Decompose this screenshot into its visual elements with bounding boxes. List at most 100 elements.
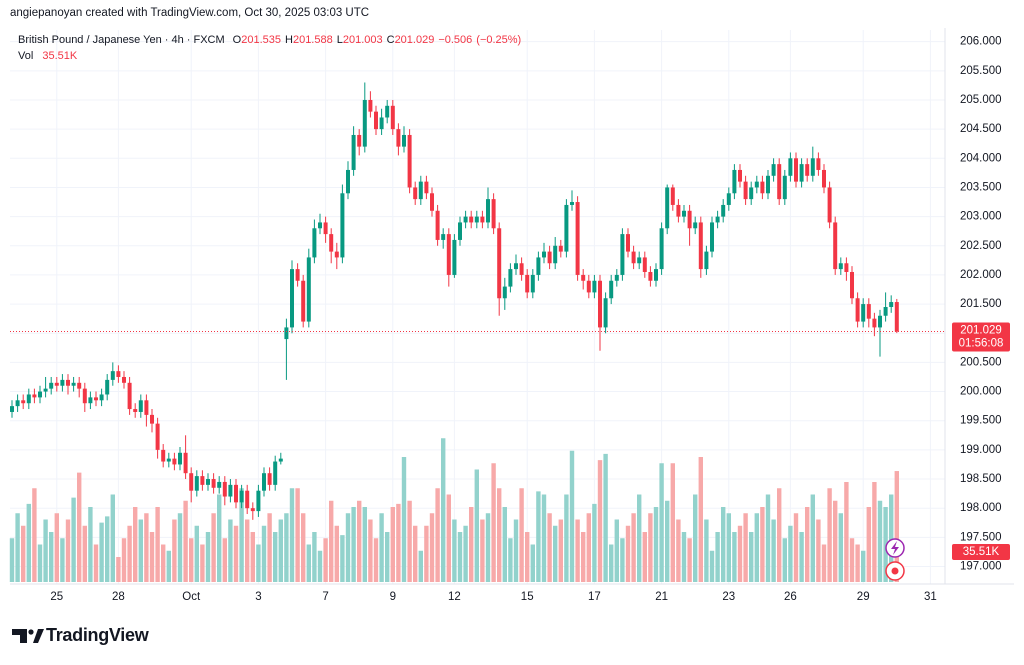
candle-body (60, 379, 65, 386)
candle-body (301, 280, 306, 322)
volume-bar (497, 488, 502, 582)
candle-body (116, 371, 121, 377)
volume-bar (474, 469, 479, 582)
candle-body (206, 479, 210, 485)
volume-bar (586, 513, 591, 582)
volume-bar (267, 513, 272, 582)
legend-low-label: L (336, 34, 343, 46)
volume-bar (558, 519, 563, 582)
candle-body (424, 181, 429, 194)
volume-bar (217, 494, 222, 582)
volume-bar (513, 519, 519, 582)
volume-bar (838, 513, 843, 582)
candle-body (861, 304, 866, 322)
candle-body (732, 169, 737, 194)
candle-body (94, 397, 98, 401)
candle-body (71, 382, 76, 386)
x-tick-label: 23 (722, 591, 735, 603)
candle-body (799, 164, 804, 182)
volume-bar (541, 494, 547, 582)
candle-body (833, 222, 838, 270)
candle-body (82, 388, 87, 404)
volume-bar (110, 494, 115, 582)
y-tick-label: 197.500 (960, 531, 1002, 543)
candle-body (536, 257, 541, 275)
candle-body (26, 394, 31, 404)
volume-bar (441, 438, 446, 582)
volume-bar (239, 488, 244, 582)
volume-bar (435, 488, 440, 582)
volume-bar (877, 500, 883, 582)
candle-body (878, 315, 882, 328)
candle-body (463, 216, 468, 223)
candle-body (402, 134, 406, 147)
candle-body (827, 187, 832, 223)
candle-body (710, 222, 714, 252)
candle-body (474, 216, 479, 223)
x-tick-label: 9 (390, 591, 396, 603)
candle-body (155, 423, 160, 450)
candle-body (452, 239, 457, 275)
candle-body (396, 129, 401, 147)
volume-bar (457, 532, 463, 582)
volume-bar (396, 503, 401, 582)
x-tick-label: 25 (50, 591, 63, 603)
candle-body (805, 164, 810, 176)
candle-body (687, 210, 692, 229)
volume-bar (138, 519, 143, 582)
volume-bar (407, 500, 412, 582)
countdown-label: 01:56:08 (959, 338, 1004, 350)
candle-body (318, 222, 322, 229)
logo-text: TradingView (46, 625, 149, 645)
volume-bar (569, 450, 575, 582)
volume-bar (743, 513, 748, 582)
candle-body (144, 400, 149, 415)
volume-bar (413, 525, 418, 582)
candle-body (10, 406, 14, 412)
volume-bar (323, 538, 328, 582)
candle-body (782, 175, 787, 200)
volume-bar (883, 507, 888, 582)
volume-bar (788, 525, 793, 582)
volume-bar (161, 544, 166, 582)
volume-bar (329, 500, 334, 582)
volume-bar (93, 544, 99, 582)
volume-bar (289, 488, 295, 582)
candle-body (777, 164, 782, 200)
y-tick-label: 200.500 (960, 356, 1002, 368)
candle-body (362, 99, 367, 147)
candle-body (894, 302, 899, 332)
axis-layer: 197.000 197.500 198.000 198.500 199.000 199.5… (10, 28, 1014, 603)
y-tick-label: 200.000 (960, 386, 1002, 398)
legend: British Pound / Japanese Yen · 4h · FXCM… (18, 34, 525, 46)
candle-body (99, 394, 104, 401)
volume-bar (805, 507, 810, 582)
volume-bar (105, 516, 110, 582)
volume-bar (317, 550, 323, 582)
candle-body (346, 169, 350, 194)
candle-body (228, 484, 233, 497)
volume-bar (200, 544, 205, 582)
candle-body (872, 318, 877, 328)
candle-body (665, 187, 670, 229)
volume-bar (670, 463, 675, 582)
candle-body (262, 473, 266, 491)
volume-layer (9, 438, 899, 582)
candle-body (334, 251, 339, 258)
volume-bar (810, 494, 815, 582)
candle-body (21, 400, 26, 404)
volume-bar (177, 513, 183, 582)
volume-bar (625, 525, 631, 582)
legend-low: 201.003 (342, 34, 383, 46)
volume-tag (952, 544, 1010, 560)
volume-bar (581, 532, 586, 582)
candle-body (43, 388, 48, 392)
logo-icon (12, 629, 44, 643)
candle-body (446, 234, 451, 275)
x-tick-label: 28 (112, 591, 125, 603)
candle-layer (10, 82, 945, 520)
volume-bar (485, 513, 491, 582)
volume-bar (749, 532, 754, 582)
volume-bar (547, 513, 552, 582)
volume-bar (429, 513, 435, 582)
